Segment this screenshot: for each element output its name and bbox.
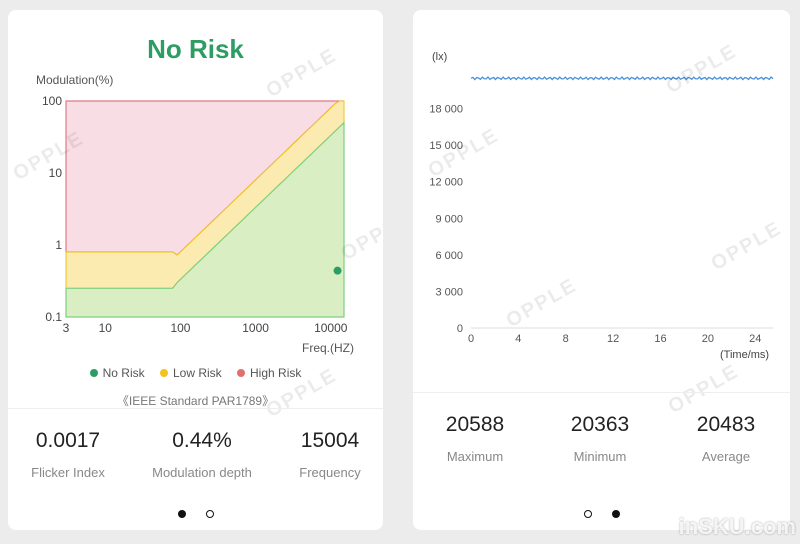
red-dot-icon (237, 368, 246, 377)
stat-value: 0.44% (172, 429, 232, 452)
stat-frequency: 15004 Frequency (270, 429, 383, 480)
risk-title: No Risk (147, 34, 244, 64)
stat-label: Maximum (446, 449, 504, 464)
x-tick-label: 4 (515, 333, 521, 345)
y-tick-label: 0.1 (45, 310, 62, 324)
stat-label: Frequency (299, 465, 361, 480)
stat-label: Modulation depth (152, 465, 252, 480)
page-dot-2[interactable] (611, 510, 620, 518)
page-indicator[interactable] (413, 505, 790, 523)
x-tick-label: 10000 (314, 321, 348, 335)
stat-average: 20483 Average (666, 413, 786, 464)
x-tick-label: 12 (607, 333, 619, 345)
y-axis-label: Modulation(%) (36, 73, 113, 87)
stat-minimum: 20363 Minimum (540, 413, 660, 464)
legend-high-risk: High Risk (237, 366, 301, 380)
stat-modulation-depth: 0.44% Modulation depth (142, 429, 262, 480)
x-axis-unit: (Time/ms) (720, 349, 769, 361)
y-tick-label: 1 (55, 238, 62, 252)
stat-label: Flicker Index (31, 465, 105, 480)
y-tick-label: 10 (49, 166, 63, 180)
risk-chart: Modulation(%) Freq.(HZ) 0.1 1 10 100 3 10 100 1… (36, 73, 354, 355)
risk-legend: No Risk Low Risk High Risk (8, 366, 383, 380)
x-tick-label: 1000 (242, 321, 269, 335)
measurement-point (333, 266, 342, 275)
illuminance-card[interactable]: (lx) (Time/ms) 0 3 000 6 000 9 000 12 000 15 … (413, 10, 790, 530)
y-tick-label: 100 (42, 94, 62, 108)
y-axis-unit: (lx) (432, 51, 447, 63)
standard-reference: 《IEEE Standard PAR1789》 (116, 394, 275, 408)
page-indicator[interactable] (8, 505, 383, 523)
illuminance-chart: (lx) (Time/ms) 0 3 000 6 000 9 000 12 000 15 … (429, 51, 774, 361)
stat-label: Minimum (573, 449, 627, 464)
y-tick-label: 15 000 (429, 140, 463, 152)
y-tick-label: 3 000 (435, 286, 463, 298)
y-tick-label: 6 000 (435, 250, 463, 262)
green-dot-icon (89, 368, 98, 377)
stat-value: 20588 (445, 413, 505, 436)
legend-low-risk: Low Risk (159, 366, 222, 380)
x-tick-label: 20 (702, 333, 714, 345)
x-tick-label: 16 (654, 333, 666, 345)
page-dot-1[interactable] (177, 510, 186, 518)
x-axis-label: Freq.(HZ) (302, 341, 354, 355)
stat-label: Average (701, 449, 751, 464)
stat-flicker-index: 0.0017 Flicker Index (8, 429, 128, 480)
page-dot-2[interactable] (205, 510, 214, 518)
stat-value: 0.0017 (35, 429, 101, 452)
divider (8, 408, 383, 409)
flicker-risk-card[interactable]: No Risk Modulation(%) Freq.(HZ) 0.1 1 10 10… (8, 10, 383, 530)
y-tick-label: 9 000 (435, 213, 463, 225)
x-tick-label: 3 (63, 321, 70, 335)
divider (413, 392, 790, 393)
stat-value: 20363 (570, 413, 630, 436)
y-tick-label: 18 000 (429, 104, 463, 116)
stat-maximum: 20588 Maximum (415, 413, 535, 464)
x-tick-label: 100 (170, 321, 190, 335)
x-tick-label: 10 (99, 321, 113, 335)
stat-value: 15004 (300, 429, 360, 452)
illuminance-line (470, 76, 774, 81)
x-tick-label: 24 (749, 333, 761, 345)
page-dot-1[interactable] (583, 510, 592, 518)
stat-value: 20483 (696, 413, 756, 436)
x-tick-label: 8 (563, 333, 569, 345)
brand-logo: inSKU.com (678, 514, 796, 539)
region-no-risk (65, 121, 345, 318)
y-tick-label: 12 000 (429, 177, 463, 189)
legend-no-risk: No Risk (89, 366, 145, 380)
y-tick-label: 0 (457, 323, 463, 335)
x-tick-label: 0 (468, 333, 474, 345)
yellow-dot-icon (159, 368, 168, 377)
